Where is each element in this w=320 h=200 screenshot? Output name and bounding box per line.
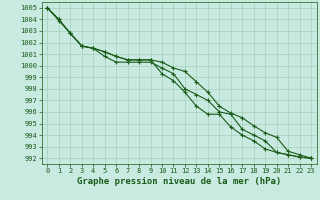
X-axis label: Graphe pression niveau de la mer (hPa): Graphe pression niveau de la mer (hPa) (77, 177, 281, 186)
